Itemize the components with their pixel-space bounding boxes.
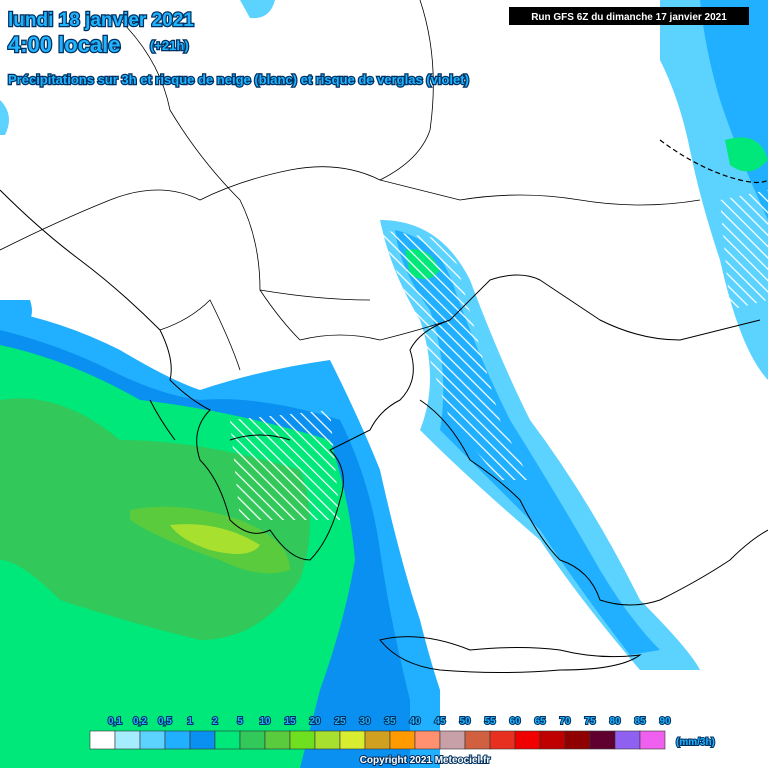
- legend-label: 15: [284, 716, 296, 727]
- legend-swatch: [389, 730, 416, 750]
- legend-label: 40: [409, 716, 421, 727]
- subtitle: Précipitations sur 3h et risque de neige…: [8, 72, 469, 87]
- legend-label: 85: [634, 716, 646, 727]
- legend-label: 0,5: [158, 716, 172, 727]
- legend-swatch: [114, 730, 141, 750]
- legend-swatch: [414, 730, 441, 750]
- legend-swatch: [314, 730, 341, 750]
- legend-label: 50: [459, 716, 471, 727]
- legend-unit: (mm/3h): [676, 737, 715, 748]
- legend-swatch: [614, 730, 641, 750]
- legend-swatch: [539, 730, 566, 750]
- time: 4:00 locale: [8, 32, 121, 57]
- legend-label: 10: [259, 716, 271, 727]
- legend-label: 70: [559, 716, 571, 727]
- date: lundi 18 janvier 2021: [8, 10, 194, 31]
- legend-label: 20: [309, 716, 321, 727]
- legend-label: 0,1: [108, 716, 122, 727]
- legend-label: 5: [237, 716, 243, 727]
- offset: (+21h): [150, 38, 189, 53]
- legend-label: 30: [359, 716, 371, 727]
- run-box: [509, 7, 749, 25]
- borders: [0, 0, 701, 371]
- legend-swatch: [89, 730, 116, 750]
- run-info: Run GFS 6Z du dimanche 17 janvier 2021: [531, 12, 727, 23]
- legend-swatch: [489, 730, 516, 750]
- legend-swatch: [214, 730, 241, 750]
- legend-label: 1: [187, 716, 193, 727]
- legend-swatch: [164, 730, 191, 750]
- legend-swatch: [514, 730, 541, 750]
- legend-swatch: [289, 730, 316, 750]
- legend-swatch: [239, 730, 266, 750]
- legend-swatch: [589, 730, 616, 750]
- legend-label: 35: [384, 716, 396, 727]
- legend-label: 45: [434, 716, 446, 727]
- legend-swatch: [264, 730, 291, 750]
- legend-swatch: [564, 730, 591, 750]
- legend-swatch: [189, 730, 216, 750]
- legend-label: 90: [659, 716, 671, 727]
- legend-label: 60: [509, 716, 521, 727]
- legend-label: 65: [534, 716, 546, 727]
- coastlines: [0, 189, 768, 673]
- legend-label: 25: [334, 716, 346, 727]
- legend-swatch: [464, 730, 491, 750]
- legend-swatch: [339, 730, 366, 750]
- legend-swatch: [639, 730, 666, 750]
- legend-swatch: [439, 730, 466, 750]
- legend-label: 55: [484, 716, 496, 727]
- snow-line: [659, 139, 768, 184]
- legend-label: 0,2: [133, 716, 147, 727]
- legend-label: 2: [212, 716, 218, 727]
- legend-swatch: [139, 730, 166, 750]
- legend-swatch: [364, 730, 391, 750]
- legend-label: 80: [609, 716, 621, 727]
- legend-label: 75: [584, 716, 596, 727]
- copyright: Copyright 2021 Meteociel.fr: [360, 755, 491, 766]
- legend: 0,1 0,2 0,5 1 2 5 10 15 20 25 30 35 40 45 50 55 60 65 70 75…: [89, 715, 672, 750]
